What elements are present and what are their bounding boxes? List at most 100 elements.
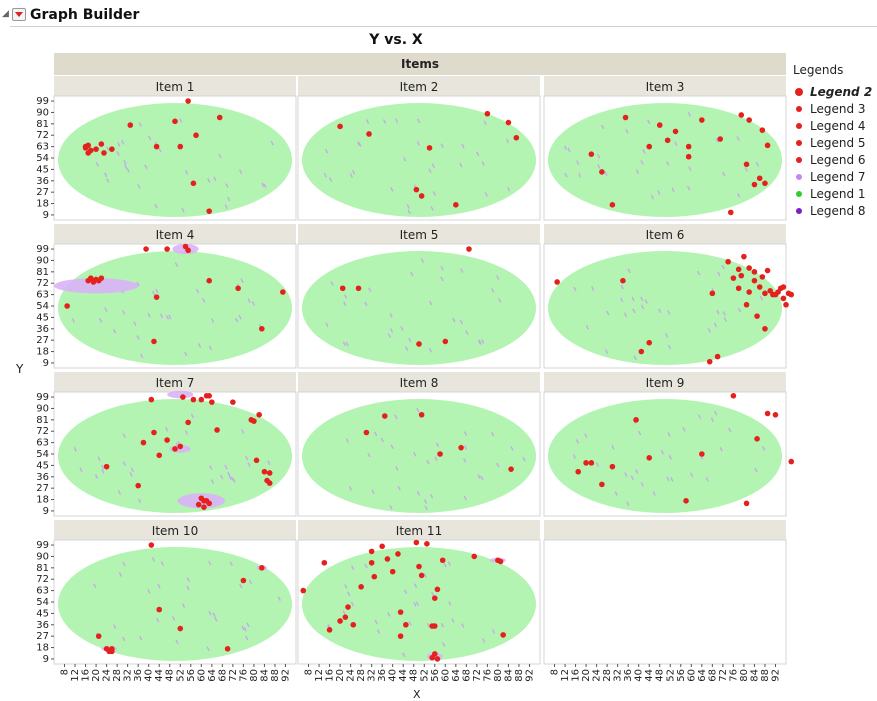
density-mark [122,636,126,642]
x-tick-label: 36 [377,669,388,682]
legend-item[interactable]: Legend 4 [793,117,872,134]
legend[interactable]: Legend 2 Legend 3 Legend 4 Legend 5 Legend 6… [793,83,872,219]
density-mark [394,414,398,420]
density-mark [705,477,709,482]
density-mark [241,625,245,631]
panel-6: Item 6 [543,224,795,369]
data-point [342,614,349,620]
density-mark [660,449,665,455]
data-point [471,553,478,560]
x-tick-label: 60 [196,669,207,682]
data-point [384,556,391,562]
x-tick-label: 12 [314,669,325,682]
density-mark [644,299,648,304]
x-tick-label: 68 [217,669,228,682]
data-point [620,277,626,284]
density-ellipse [548,399,782,513]
density-mark [147,312,151,318]
density-mark [736,136,740,141]
x-tick-label: 36 [623,669,634,682]
density-ellipse [302,103,536,217]
density-mark [585,324,590,330]
data-point [762,290,768,297]
x-tick-label: 56 [430,669,441,682]
density-mark [601,124,605,130]
x-tick-label: 8 [60,669,71,675]
data-point [151,429,157,436]
density-mark [715,137,719,143]
data-point [339,285,346,292]
density-mark [440,143,444,149]
data-point [253,457,260,464]
data-point [300,587,307,594]
red-triangle-menu-icon[interactable] [12,8,26,21]
data-point [198,396,205,403]
legend-item[interactable]: Legend 3 [793,100,872,117]
density-mark [429,300,433,306]
legend-label: Legend 3 [810,101,866,116]
y-tick-label: 54 [36,153,49,164]
x-tick-label: 72 [718,669,729,682]
data-point [429,654,435,661]
x-tick-label: 68 [707,669,718,682]
x-tick-label: 60 [686,669,697,682]
x-tick-label: 60 [440,669,451,682]
density-mark [382,119,387,124]
density-mark [389,313,393,318]
data-point [82,143,89,150]
density-mark [690,472,694,478]
data-point [389,568,396,575]
density-mark [397,485,401,491]
data-point [706,358,713,365]
x-tick-label: 88 [270,669,281,682]
data-point [442,338,449,345]
x-tick-label: 44 [644,669,655,682]
legend-item[interactable]: Legend 6 [793,151,872,168]
density-mark [671,187,675,193]
x-tick-label: 32 [367,669,378,682]
data-point [240,577,247,584]
density-mark [576,160,580,165]
density-mark [225,183,229,188]
density-mark [345,438,350,443]
density-mark [722,311,726,316]
legend-item[interactable]: Legend 5 [793,134,872,151]
density-mark [632,308,636,314]
data-point [93,146,99,152]
x-tick-label: 52 [419,669,430,682]
data-point [746,265,752,271]
density-mark [461,623,465,628]
x-tick-label: 40 [144,669,155,682]
density-mark [175,639,179,644]
data-point [699,451,705,457]
density-mark [364,563,368,569]
data-point [85,150,91,156]
legend-item[interactable]: Legend 7 [793,168,872,185]
density-mark [611,445,615,450]
collapse-triangle-icon[interactable]: ◢ [2,9,9,19]
density-mark [344,584,348,589]
data-point [382,413,388,419]
density-mark [666,476,670,482]
density-mark [426,622,430,628]
density-mark [480,475,484,481]
density-mark [158,147,162,153]
x-tick-label: 64 [697,669,708,682]
x-tick-label: 20 [335,669,346,682]
density-mark [238,314,242,320]
density-mark [460,268,464,274]
density-mark [376,629,381,634]
data-point [735,266,742,273]
density-ellipse [58,103,292,217]
data-point [156,606,163,613]
density-mark [122,433,126,438]
data-point [98,141,105,147]
legend-item[interactable]: Legend 1 [793,185,872,202]
legend-item[interactable]: Legend 8 [793,202,872,219]
legend-item[interactable]: Legend 2 [793,83,872,100]
density-mark [263,183,267,188]
density-mark [400,326,404,331]
density-mark [389,504,393,510]
y-axis-label: Y [16,362,24,376]
